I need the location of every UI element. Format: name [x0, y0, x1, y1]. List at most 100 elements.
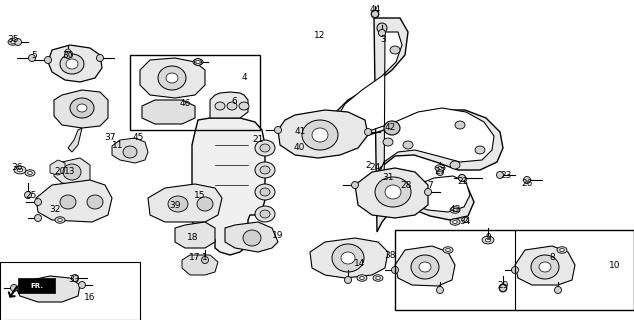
Ellipse shape [60, 54, 84, 74]
Polygon shape [50, 160, 65, 175]
Ellipse shape [255, 206, 275, 222]
Text: 31: 31 [382, 173, 394, 182]
Ellipse shape [377, 23, 387, 33]
Ellipse shape [260, 188, 270, 196]
Ellipse shape [255, 162, 275, 178]
Text: FR.: FR. [30, 283, 43, 289]
Ellipse shape [378, 29, 385, 36]
Ellipse shape [344, 276, 351, 284]
Text: 22: 22 [457, 178, 469, 187]
Ellipse shape [17, 168, 23, 172]
Text: 37: 37 [104, 133, 116, 142]
Ellipse shape [58, 219, 62, 221]
Text: 14: 14 [354, 259, 366, 268]
Ellipse shape [302, 120, 338, 150]
Polygon shape [338, 32, 494, 214]
Text: 44: 44 [370, 5, 380, 14]
Ellipse shape [450, 161, 460, 169]
Ellipse shape [87, 195, 103, 209]
Ellipse shape [425, 188, 432, 196]
Text: 33: 33 [68, 276, 80, 284]
Ellipse shape [202, 257, 209, 263]
Text: 28: 28 [400, 180, 411, 189]
Text: 30: 30 [62, 51, 74, 60]
Polygon shape [175, 222, 215, 248]
Ellipse shape [70, 98, 94, 118]
Ellipse shape [446, 249, 450, 252]
Bar [0, 262, 140, 320]
Ellipse shape [458, 174, 465, 181]
Text: 40: 40 [294, 143, 305, 153]
Polygon shape [148, 184, 222, 222]
Ellipse shape [359, 276, 365, 279]
Ellipse shape [197, 197, 213, 211]
Ellipse shape [390, 46, 400, 54]
Text: 46: 46 [179, 99, 191, 108]
Polygon shape [395, 246, 455, 286]
Ellipse shape [375, 177, 411, 207]
Text: 32: 32 [49, 205, 61, 214]
Ellipse shape [560, 249, 564, 252]
Polygon shape [330, 18, 503, 232]
Ellipse shape [96, 54, 103, 61]
Polygon shape [54, 90, 108, 128]
Text: 8: 8 [549, 253, 555, 262]
Ellipse shape [34, 214, 41, 221]
Text: 6: 6 [231, 98, 237, 107]
Ellipse shape [312, 128, 328, 142]
Polygon shape [182, 255, 218, 275]
Ellipse shape [512, 267, 519, 274]
Ellipse shape [29, 54, 36, 61]
Text: 4: 4 [241, 74, 247, 83]
Polygon shape [142, 100, 195, 124]
Text: 39: 39 [169, 201, 181, 210]
Text: 20: 20 [55, 167, 66, 177]
Text: 19: 19 [272, 230, 284, 239]
Ellipse shape [373, 275, 383, 281]
Ellipse shape [371, 10, 379, 18]
Polygon shape [68, 128, 82, 152]
Text: 18: 18 [187, 234, 198, 243]
Ellipse shape [385, 185, 401, 199]
Ellipse shape [392, 267, 399, 274]
Ellipse shape [332, 244, 364, 272]
Ellipse shape [531, 255, 559, 279]
Text: 16: 16 [84, 293, 96, 302]
Ellipse shape [496, 172, 503, 179]
Ellipse shape [376, 276, 380, 279]
Bar [395, 230, 634, 310]
Text: 10: 10 [609, 260, 621, 269]
Bar [130, 55, 260, 130]
Ellipse shape [435, 165, 445, 171]
Ellipse shape [453, 209, 457, 212]
Text: 41: 41 [294, 127, 306, 137]
Ellipse shape [25, 170, 35, 176]
Ellipse shape [436, 286, 444, 293]
Text: 17: 17 [190, 253, 201, 262]
Text: 42: 42 [384, 124, 396, 132]
Polygon shape [16, 276, 80, 302]
Ellipse shape [65, 49, 71, 55]
Ellipse shape [243, 230, 261, 246]
Polygon shape [461, 218, 469, 222]
Ellipse shape [123, 146, 137, 158]
Text: 12: 12 [314, 30, 326, 39]
Ellipse shape [79, 282, 86, 289]
Text: 11: 11 [112, 140, 124, 149]
Polygon shape [355, 168, 428, 218]
Ellipse shape [555, 286, 562, 293]
Polygon shape [54, 158, 90, 186]
Ellipse shape [383, 138, 393, 146]
Ellipse shape [63, 164, 81, 180]
Text: 3: 3 [380, 36, 386, 44]
Ellipse shape [44, 57, 51, 63]
Text: 7: 7 [427, 180, 433, 189]
Ellipse shape [195, 59, 202, 66]
Ellipse shape [158, 66, 186, 90]
Ellipse shape [166, 73, 178, 83]
Ellipse shape [25, 191, 32, 198]
Text: 21: 21 [252, 135, 264, 145]
Ellipse shape [260, 166, 270, 174]
Text: 25: 25 [25, 190, 37, 199]
Text: 29: 29 [497, 281, 508, 290]
